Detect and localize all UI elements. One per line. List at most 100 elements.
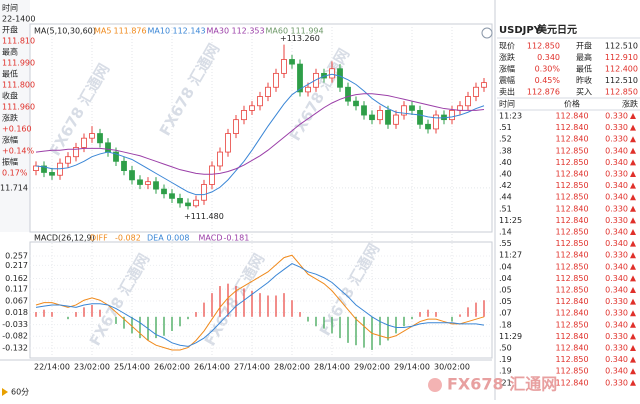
trade-time: .40 <box>499 158 512 167</box>
trade-price: 112.840 <box>555 344 588 353</box>
quote-value: 112.400 <box>605 65 638 74</box>
trade-time: .50 <box>499 344 512 353</box>
quote-value: 0.45% <box>535 76 561 85</box>
trade-time: .05 <box>499 297 512 306</box>
candle-body <box>137 179 143 185</box>
up-arrow <box>630 310 636 317</box>
up-arrow <box>630 217 636 224</box>
period-arrow[interactable] <box>2 388 8 396</box>
trade-change: 0.330 <box>605 378 628 387</box>
x-tick-label: 28/02:00 <box>274 363 310 372</box>
info-label: 振幅 <box>2 157 18 167</box>
trade-change: 0.330 <box>605 170 628 179</box>
candle-body <box>281 59 287 74</box>
candle-body <box>185 202 191 207</box>
candle-body <box>65 156 71 164</box>
candle-body <box>193 199 199 207</box>
column-header: 价格 <box>564 99 580 109</box>
legend-value: 112.353 <box>232 27 265 36</box>
candle-body <box>289 59 295 65</box>
candle-body <box>369 114 375 121</box>
trade-change: 0.340 <box>605 193 628 202</box>
candle-body <box>153 181 159 190</box>
quote-label: 涨跌 <box>499 52 515 62</box>
y-tick-label: -0.132 <box>2 344 28 353</box>
candle-body <box>225 133 231 153</box>
trade-change: 0.340 <box>605 367 628 376</box>
macd-title: MACD(26,12,9) <box>34 234 95 243</box>
y-tick-label: 0.217 <box>5 261 28 270</box>
candle-body <box>345 86 351 102</box>
trade-time: .52 <box>499 135 512 144</box>
candle-body <box>217 151 223 167</box>
y-tick-label: -0.082 <box>2 332 28 341</box>
trade-time: .42 <box>499 181 512 190</box>
trade-change: 0.330 <box>605 135 628 144</box>
trade-change: 0.340 <box>605 146 628 155</box>
trade-price: 112.840 <box>555 216 588 225</box>
up-arrow <box>630 379 636 386</box>
y-tick-label: -0.033 <box>2 320 28 329</box>
trade-change: 0.340 <box>605 228 628 237</box>
trade-price: 112.850 <box>555 262 588 271</box>
trade-change: 0.340 <box>605 239 628 248</box>
trade-price: 112.840 <box>555 135 588 144</box>
quote-value: 112.510 <box>605 42 638 51</box>
candle-body <box>73 147 79 158</box>
quote-value: 112.850 <box>605 88 638 97</box>
info-label: 涨跌 <box>2 113 18 123</box>
up-arrow <box>630 345 636 351</box>
legend-title: MA(5,10,30,60) <box>34 27 96 36</box>
info-label: 最低 <box>2 69 18 79</box>
x-tick-label: 30/02:00 <box>434 363 470 372</box>
trade-time: .18 <box>499 320 512 329</box>
trade-price: 112.850 <box>555 158 588 167</box>
price-annotation: +113.260 <box>280 34 320 43</box>
trade-time: .38 <box>499 146 512 155</box>
legend-value: -0.082 <box>115 234 141 243</box>
trade-price: 112.850 <box>555 274 588 283</box>
price-annotation: +111.480 <box>184 212 224 221</box>
up-arrow <box>630 368 636 375</box>
candle-body <box>465 96 471 107</box>
info-value: 111.990 <box>2 59 35 68</box>
y-tick-label: 0.018 <box>5 308 28 317</box>
candle-body <box>449 110 455 121</box>
quote-name: 美元日元 <box>537 23 577 36</box>
trade-change: 0.340 <box>605 158 628 167</box>
refresh-icon[interactable] <box>481 27 493 39</box>
trade-time: 11:27 <box>499 251 522 260</box>
trade-time: .14 <box>499 228 512 237</box>
trade-change: 0.340 <box>605 181 628 190</box>
candle-body <box>145 181 151 185</box>
candle-body <box>201 184 207 201</box>
legend-name: DEA <box>147 234 164 243</box>
quote-symbol: USDJPY <box>499 25 542 36</box>
trade-time: .19 <box>499 367 512 376</box>
up-arrow <box>630 252 636 259</box>
trade-change: 0.340 <box>605 355 628 364</box>
trade-price: 112.850 <box>555 193 588 202</box>
quote-value: 0.30% <box>535 65 561 74</box>
column-header: 涨跌 <box>622 99 638 109</box>
up-arrow <box>630 356 636 363</box>
legend-name: MA10 <box>148 27 171 36</box>
legend-name: MA5 <box>94 27 111 36</box>
candle-body <box>433 114 439 130</box>
trade-price: 112.840 <box>555 123 588 132</box>
up-arrow <box>630 333 636 340</box>
up-arrow <box>630 159 636 166</box>
trade-price: 112.840 <box>555 112 588 121</box>
trade-price: 112.850 <box>555 239 588 248</box>
candle-body <box>409 105 415 111</box>
quote-label: 卖出 <box>499 87 515 97</box>
candle-body <box>377 110 383 121</box>
info-value: 111.810 <box>2 37 35 46</box>
trade-time: .51 <box>499 204 512 213</box>
legend-value: 111.994 <box>291 27 324 36</box>
up-arrow <box>630 113 636 119</box>
trade-time: .44 <box>499 193 512 202</box>
period-label[interactable]: 60分 <box>11 388 29 397</box>
